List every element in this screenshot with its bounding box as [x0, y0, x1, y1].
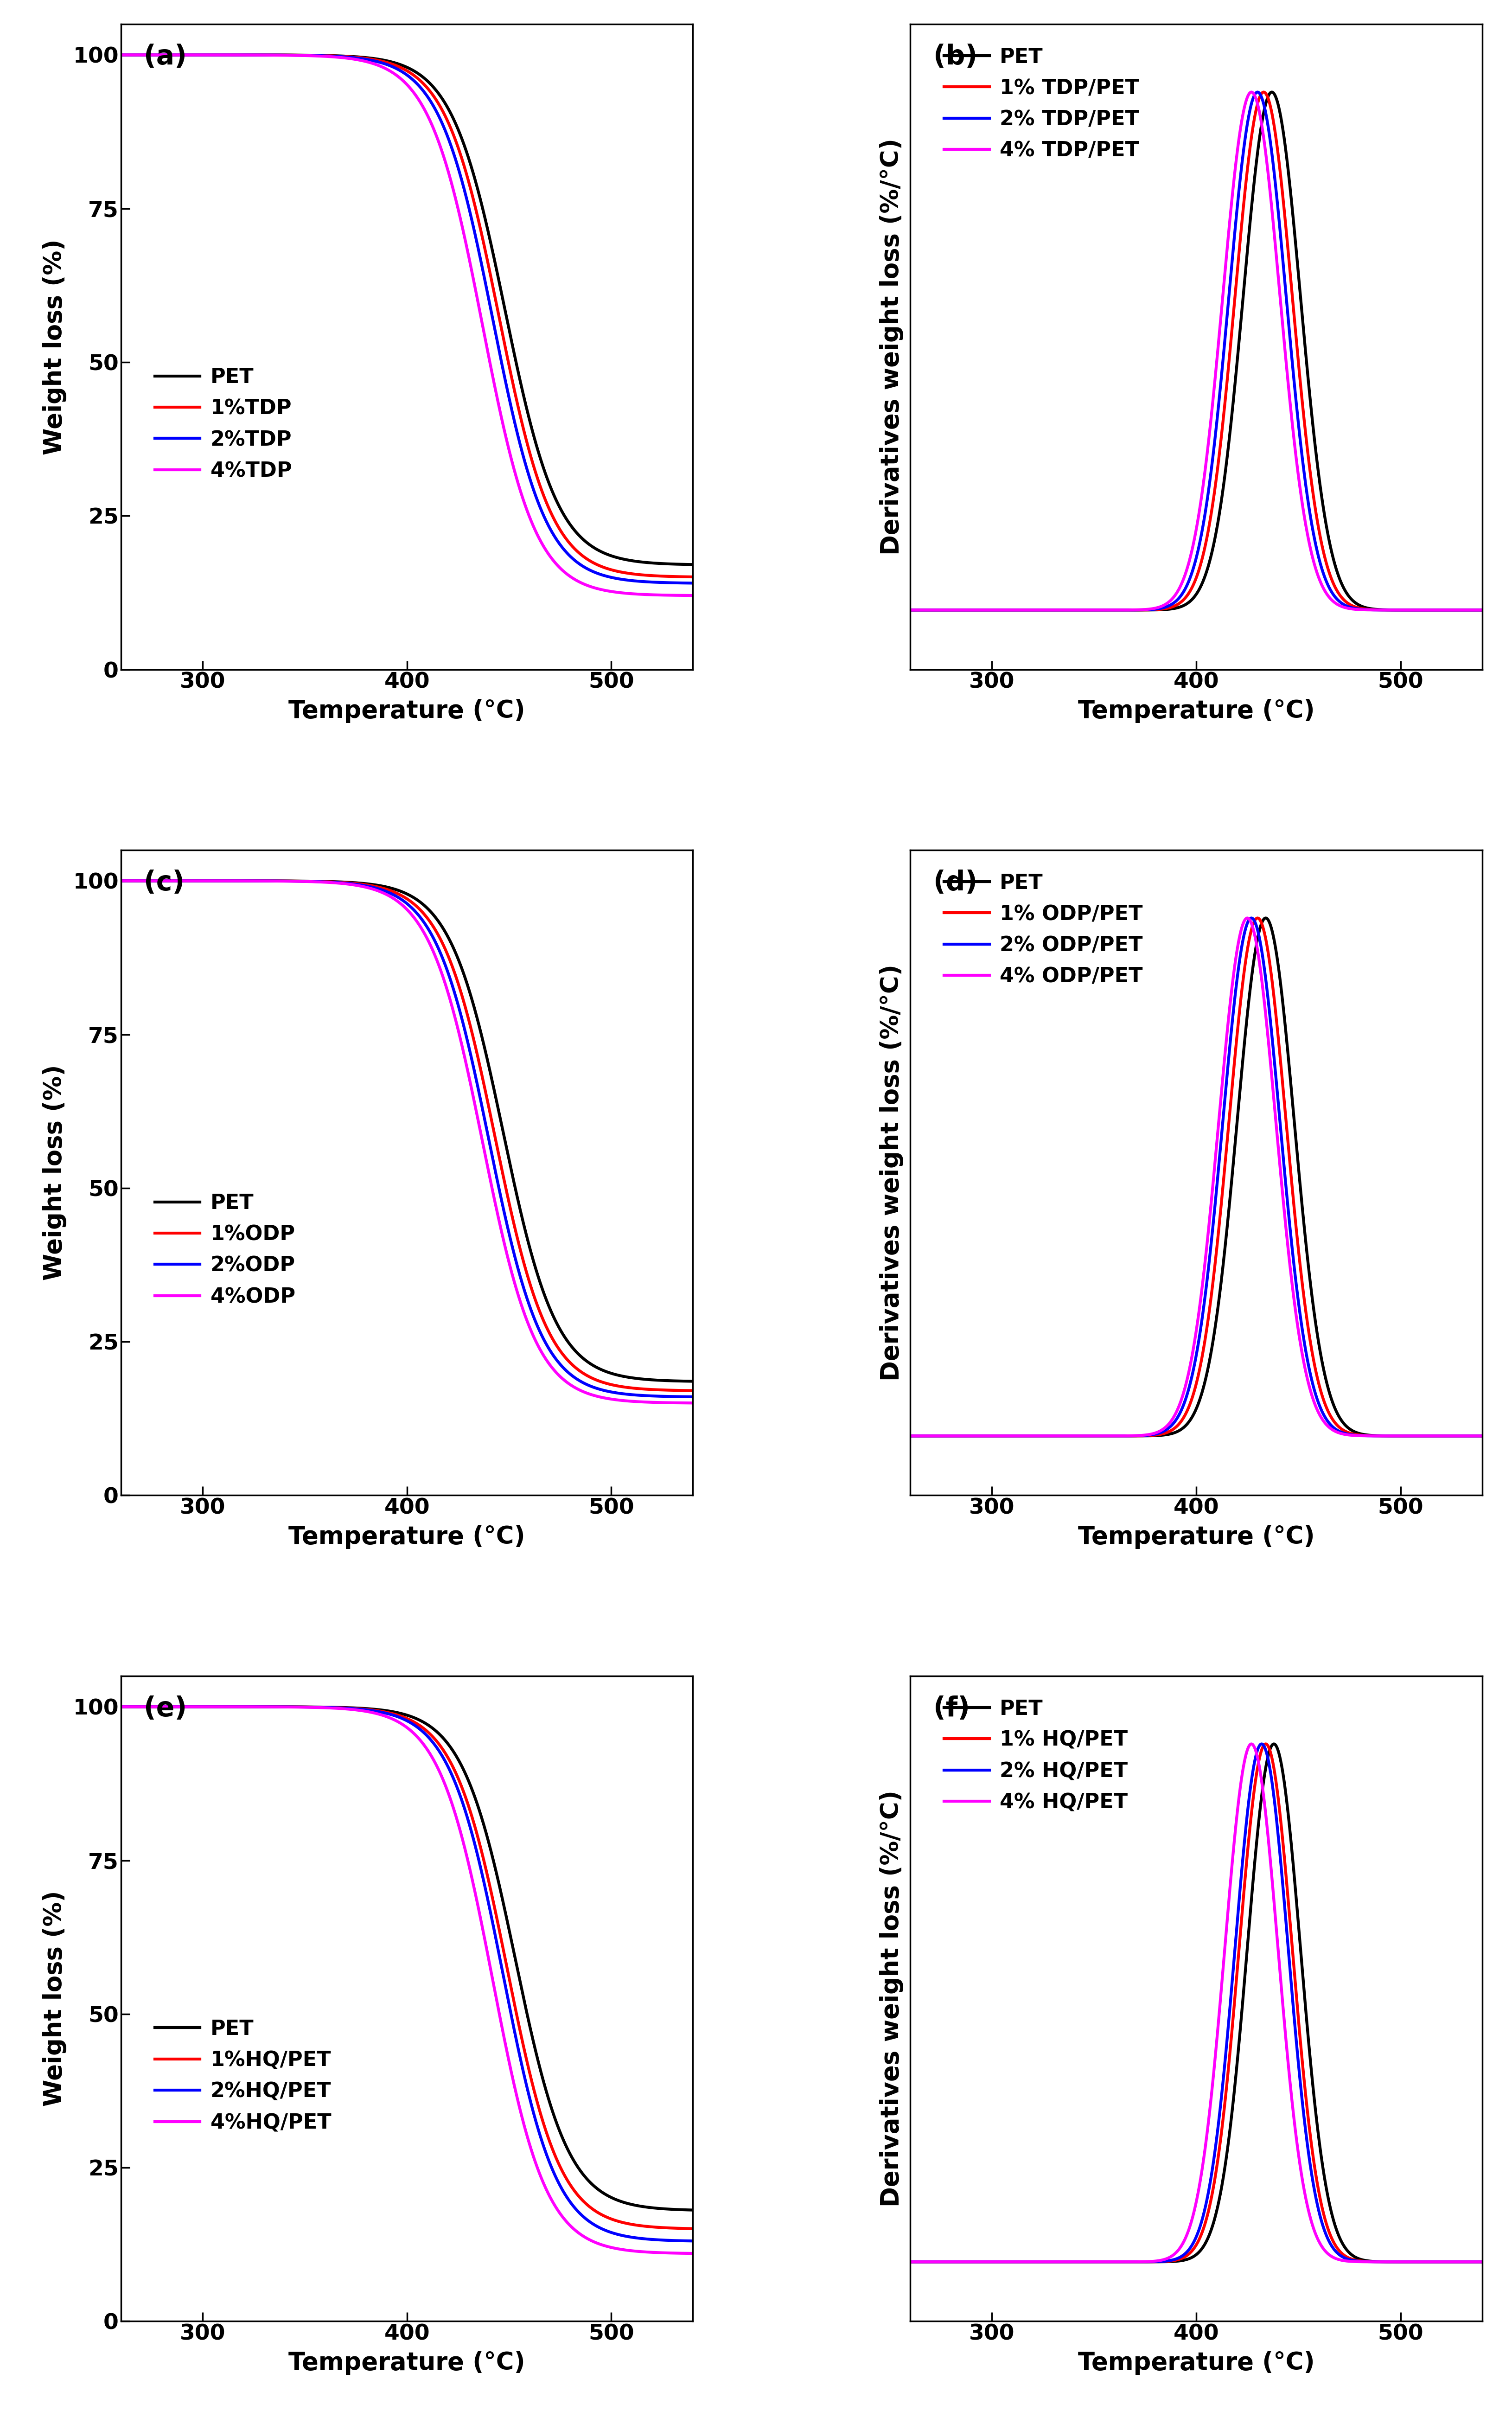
Legend: PET, 1%HQ/PET, 2%HQ/PET, 4%HQ/PET: PET, 1%HQ/PET, 2%HQ/PET, 4%HQ/PET	[148, 2014, 337, 2140]
X-axis label: Temperature (°C): Temperature (°C)	[289, 2350, 525, 2374]
X-axis label: Temperature (°C): Temperature (°C)	[289, 699, 525, 723]
Text: (e): (e)	[144, 1695, 187, 1722]
Legend: PET, 1% HQ/PET, 2% HQ/PET, 4% HQ/PET: PET, 1% HQ/PET, 2% HQ/PET, 4% HQ/PET	[937, 1693, 1134, 1818]
Y-axis label: Weight loss (%): Weight loss (%)	[42, 1064, 67, 1282]
Y-axis label: Derivatives weight loss (%/°C): Derivatives weight loss (%/°C)	[880, 1789, 904, 2208]
X-axis label: Temperature (°C): Temperature (°C)	[1078, 699, 1314, 723]
Legend: PET, 1%TDP, 2%TDP, 4%TDP: PET, 1%TDP, 2%TDP, 4%TDP	[148, 360, 298, 488]
Text: (d): (d)	[933, 870, 977, 897]
Y-axis label: Weight loss (%): Weight loss (%)	[42, 239, 67, 455]
Text: (f): (f)	[933, 1695, 969, 1722]
Y-axis label: Derivatives weight loss (%/°C): Derivatives weight loss (%/°C)	[880, 965, 904, 1381]
Text: (b): (b)	[933, 44, 977, 70]
Legend: PET, 1% TDP/PET, 2% TDP/PET, 4% TDP/PET: PET, 1% TDP/PET, 2% TDP/PET, 4% TDP/PET	[937, 41, 1145, 167]
Text: (c): (c)	[144, 870, 184, 897]
Legend: PET, 1% ODP/PET, 2% ODP/PET, 4% ODP/PET: PET, 1% ODP/PET, 2% ODP/PET, 4% ODP/PET	[937, 868, 1149, 994]
Text: (a): (a)	[144, 44, 187, 70]
Legend: PET, 1%ODP, 2%ODP, 4%ODP: PET, 1%ODP, 2%ODP, 4%ODP	[148, 1187, 301, 1313]
X-axis label: Temperature (°C): Temperature (°C)	[1078, 1526, 1314, 1550]
Y-axis label: Weight loss (%): Weight loss (%)	[42, 1891, 67, 2106]
X-axis label: Temperature (°C): Temperature (°C)	[289, 1526, 525, 1550]
X-axis label: Temperature (°C): Temperature (°C)	[1078, 2350, 1314, 2374]
Y-axis label: Derivatives weight loss (%/°C): Derivatives weight loss (%/°C)	[880, 138, 904, 556]
